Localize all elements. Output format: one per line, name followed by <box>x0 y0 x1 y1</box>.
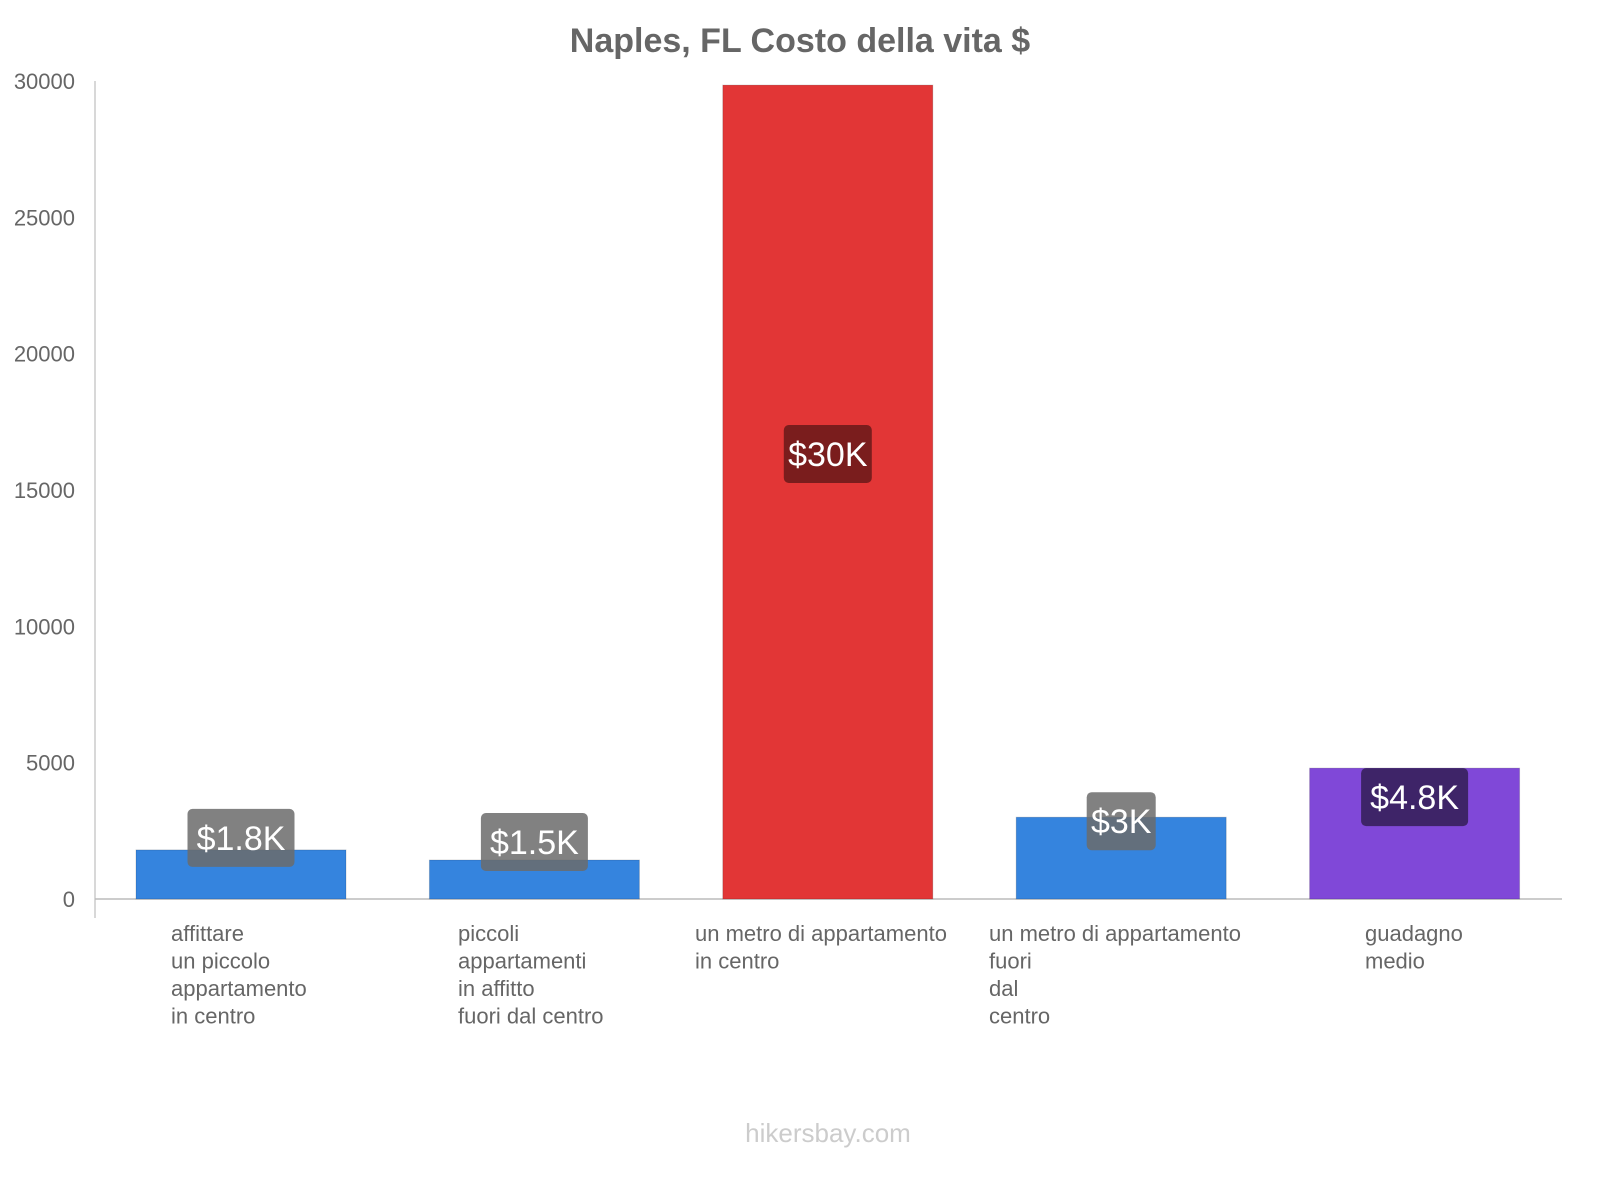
category-label: appartamento <box>171 976 307 1001</box>
value-label: $4.8K <box>1370 779 1459 817</box>
y-tick-label: 25000 <box>14 205 75 230</box>
category-label: guadagno <box>1365 921 1463 946</box>
category-label: fuori <box>989 949 1032 974</box>
category-label: centro <box>989 1004 1050 1029</box>
category-label: un metro di appartamento <box>989 921 1241 946</box>
category-label: fuori dal centro <box>458 1004 604 1029</box>
value-label-box <box>1086 792 1156 851</box>
category-label: dal <box>989 976 1018 1001</box>
category-label: in centro <box>695 949 779 974</box>
category-label: medio <box>1365 949 1425 974</box>
watermark: hikersbay.com <box>745 1118 911 1148</box>
bars: $1.8K $1.5K $30K $3K $4.8K <box>135 84 1521 900</box>
value-label-box <box>480 813 588 872</box>
chart-title: Naples, FL Costo della vita $ <box>570 22 1030 60</box>
value-label: $1.8K <box>197 820 286 858</box>
y-tick-label: 5000 <box>26 751 75 776</box>
category-label: affittare <box>171 921 244 946</box>
category-label: in affitto <box>458 976 535 1001</box>
y-tick-label: 30000 <box>14 69 75 94</box>
value-label: $30K <box>788 436 868 474</box>
category-label: piccoli <box>458 921 519 946</box>
y-tick-label: 0 <box>63 887 75 912</box>
value-label-box <box>1361 768 1469 827</box>
category-label: appartamenti <box>458 949 586 974</box>
value-label: $3K <box>1091 803 1152 841</box>
bar <box>722 84 934 900</box>
y-tick-label: 15000 <box>14 478 75 503</box>
value-label-box <box>783 425 872 483</box>
category-label: un piccolo <box>171 949 270 974</box>
value-label-box <box>187 808 295 867</box>
value-label: $1.5K <box>490 824 579 862</box>
category-label: un metro di appartamento <box>695 921 947 946</box>
y-tick-label: 10000 <box>14 614 75 639</box>
category-label: in centro <box>171 1004 255 1029</box>
y-tick-label: 20000 <box>14 342 75 367</box>
